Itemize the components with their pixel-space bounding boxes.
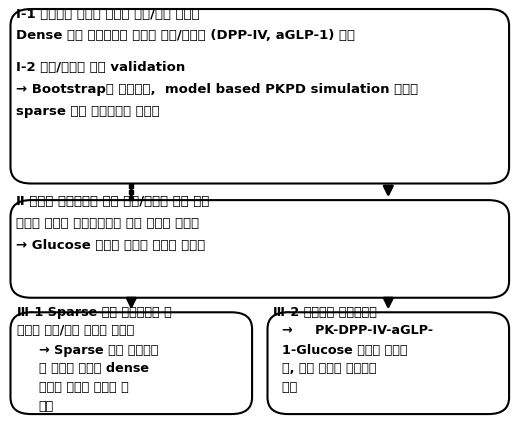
Text: 고, 가상 연구를 시뮬레이: 고, 가상 연구를 시뮬레이 [272,362,376,376]
FancyBboxPatch shape [10,9,509,184]
Text: 교함: 교함 [39,400,54,413]
FancyBboxPatch shape [10,312,252,414]
Text: Ⅱ 가상의 환자연구를 위한 약동/약력학 모델 개발: Ⅱ 가상의 환자연구를 위한 약동/약력학 모델 개발 [16,195,209,208]
Text: →     PK-DPP-IV-aGLP-: → PK-DPP-IV-aGLP- [272,324,433,337]
Text: Ⅲ-1 Sparse 샘플 생체시료를 이: Ⅲ-1 Sparse 샘플 생체시료를 이 [17,306,172,319]
FancyBboxPatch shape [10,200,509,298]
Text: 를 이용한 모델과 dense: 를 이용한 모델과 dense [39,362,149,376]
Text: 샘플을 이용한 모델을 비: 샘플을 이용한 모델을 비 [39,381,129,394]
Text: 용하여 약동/약력 모델을 개발함: 용하여 약동/약력 모델을 개발함 [17,324,134,337]
Text: I-2 약동/약력학 모델 validation: I-2 약동/약력학 모델 validation [16,61,185,74]
Text: → Sparse 샘플 생체시료: → Sparse 샘플 생체시료 [39,344,158,357]
Text: Dense 샘플 생체시료를 이용한 약동/약력학 (DPP-IV, aGLP-1) 모델: Dense 샘플 생체시료를 이용한 약동/약력학 (DPP-IV, aGLP-… [16,29,354,42]
Text: Ⅲ-2 임상연구 시뮬레이션: Ⅲ-2 임상연구 시뮬레이션 [272,306,376,319]
FancyBboxPatch shape [268,312,509,414]
Text: 션함: 션함 [272,381,297,394]
Text: → Glucose 모델을 개발된 모델에 추가함: → Glucose 모델을 개발된 모델에 추가함 [16,240,205,253]
Text: 확립된 모델을 시뮬레이션의 기본 모델로 이용함: 확립된 모델을 시뮬레이션의 기본 모델로 이용함 [16,217,199,230]
Text: → Bootstrap을 수행하고,  model based PKPD simulation 결과를: → Bootstrap을 수행하고, model based PKPD simu… [16,83,418,96]
Text: I-1 임상연구 자료를 이용한 약동/약력 모델링: I-1 임상연구 자료를 이용한 약동/약력 모델링 [16,8,200,21]
Text: sparse 샘플 생체시료와 비교함: sparse 샘플 생체시료와 비교함 [16,105,160,118]
Text: 1-Glucose 모델을 수립하: 1-Glucose 모델을 수립하 [272,344,407,357]
